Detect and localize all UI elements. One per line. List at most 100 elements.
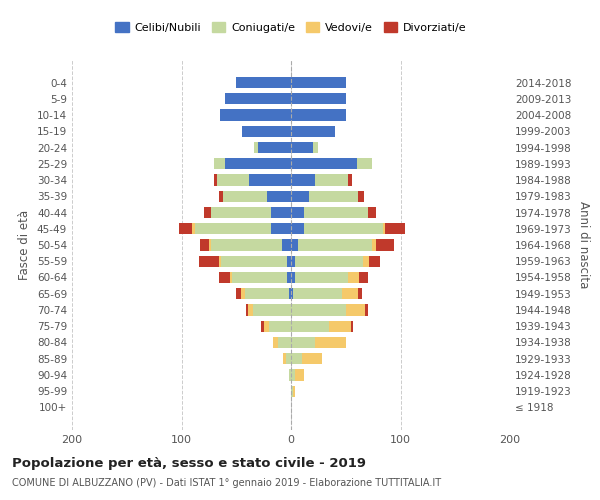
Bar — [226, 93, 291, 104]
Bar — [283, 353, 286, 364]
Bar — [291, 288, 293, 300]
Bar — [236, 77, 291, 88]
Bar — [250, 174, 291, 186]
Bar — [286, 353, 291, 364]
Bar — [346, 304, 365, 316]
Bar — [287, 272, 291, 283]
Bar — [315, 174, 348, 186]
Bar — [291, 158, 356, 170]
Bar — [291, 256, 295, 267]
Bar — [289, 370, 291, 380]
Bar — [383, 223, 385, 234]
Bar — [282, 240, 291, 250]
Bar — [245, 288, 289, 300]
Bar — [205, 207, 211, 218]
Bar — [295, 256, 363, 267]
Bar — [193, 223, 194, 234]
Bar — [230, 272, 232, 283]
Bar — [214, 174, 217, 186]
Bar — [351, 320, 353, 332]
Bar — [253, 304, 291, 316]
Bar — [291, 240, 298, 250]
Bar — [293, 288, 343, 300]
Bar — [295, 370, 304, 380]
Bar — [219, 272, 230, 283]
Bar — [304, 223, 383, 234]
Bar — [232, 272, 287, 283]
Bar — [199, 256, 219, 267]
Bar — [274, 337, 278, 348]
Bar — [365, 304, 368, 316]
Bar — [211, 240, 282, 250]
Bar — [291, 207, 304, 218]
Bar — [278, 337, 291, 348]
Bar — [220, 110, 291, 120]
Bar — [356, 158, 372, 170]
Bar — [269, 320, 291, 332]
Y-axis label: Fasce di età: Fasce di età — [19, 210, 31, 280]
Bar — [358, 190, 364, 202]
Bar — [241, 288, 245, 300]
Bar — [200, 240, 209, 250]
Bar — [348, 272, 359, 283]
Bar — [194, 223, 271, 234]
Text: COMUNE DI ALBUZZANO (PV) - Dati ISTAT 1° gennaio 2019 - Elaborazione TUTTITALIA.: COMUNE DI ALBUZZANO (PV) - Dati ISTAT 1°… — [12, 478, 441, 488]
Bar — [368, 207, 376, 218]
Bar — [226, 158, 291, 170]
Bar — [263, 320, 269, 332]
Bar — [179, 223, 193, 234]
Bar — [219, 256, 221, 267]
Bar — [291, 304, 346, 316]
Bar — [308, 190, 358, 202]
Bar — [359, 272, 368, 283]
Bar — [291, 77, 346, 88]
Bar — [291, 223, 304, 234]
Bar — [254, 142, 258, 153]
Bar — [209, 240, 211, 250]
Bar — [291, 110, 346, 120]
Bar — [289, 288, 291, 300]
Bar — [302, 353, 322, 364]
Bar — [271, 207, 291, 218]
Bar — [315, 337, 346, 348]
Bar — [385, 223, 405, 234]
Bar — [313, 142, 319, 153]
Bar — [343, 288, 358, 300]
Bar — [291, 93, 346, 104]
Bar — [293, 386, 295, 397]
Bar — [214, 158, 226, 170]
Bar — [291, 190, 308, 202]
Legend: Celibi/Nubili, Coniugati/e, Vedovi/e, Divorziati/e: Celibi/Nubili, Coniugati/e, Vedovi/e, Di… — [111, 18, 471, 37]
Bar — [291, 337, 315, 348]
Bar — [369, 256, 380, 267]
Bar — [291, 142, 313, 153]
Text: Popolazione per età, sesso e stato civile - 2019: Popolazione per età, sesso e stato civil… — [12, 458, 366, 470]
Bar — [329, 320, 351, 332]
Bar — [246, 304, 248, 316]
Bar — [267, 190, 291, 202]
Bar — [291, 353, 302, 364]
Bar — [291, 320, 329, 332]
Bar — [262, 320, 263, 332]
Bar — [291, 272, 295, 283]
Bar — [236, 288, 241, 300]
Bar — [298, 240, 372, 250]
Bar — [376, 240, 394, 250]
Bar — [287, 256, 291, 267]
Bar — [348, 174, 352, 186]
Bar — [295, 272, 348, 283]
Bar — [291, 126, 335, 137]
Bar — [291, 386, 293, 397]
Y-axis label: Anni di nascita: Anni di nascita — [577, 202, 590, 288]
Bar — [372, 240, 376, 250]
Bar — [291, 174, 315, 186]
Bar — [221, 256, 287, 267]
Bar — [217, 174, 250, 186]
Bar — [211, 207, 271, 218]
Bar — [223, 190, 267, 202]
Bar — [304, 207, 368, 218]
Bar — [242, 126, 291, 137]
Bar — [271, 223, 291, 234]
Bar — [219, 190, 223, 202]
Bar — [258, 142, 291, 153]
